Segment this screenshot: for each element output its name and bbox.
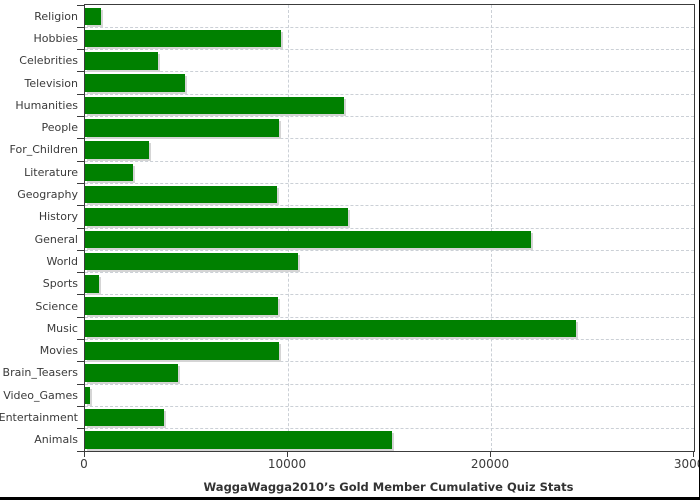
plot-area: [84, 4, 695, 452]
y-axis-tick: [77, 205, 84, 207]
y-axis-tick: [77, 339, 84, 340]
y-axis-tick: [77, 4, 84, 6]
horizontal-gridline: [85, 361, 694, 363]
category-label: Video_Games: [3, 388, 78, 402]
y-axis-tick: [77, 93, 84, 95]
horizontal-gridline: [85, 26, 694, 28]
horizontal-gridline: [85, 116, 694, 117]
y-axis-tick: [77, 26, 84, 28]
bar-history: [85, 208, 348, 226]
y-axis-tick: [77, 361, 84, 363]
x-tick-label: 10000: [267, 457, 307, 471]
bar-people: [85, 119, 280, 137]
category-label: World: [46, 254, 78, 268]
category-label: Animals: [34, 433, 78, 447]
bar-literature: [85, 163, 134, 182]
category-label: Brain_Teasers: [2, 366, 78, 380]
x-axis-tick: [490, 452, 491, 457]
bar-entertainment: [85, 408, 164, 427]
horizontal-gridline: [85, 294, 694, 296]
horizontal-gridline: [85, 160, 694, 162]
bar-video_games: [85, 386, 90, 405]
category-label: For_Children: [9, 143, 78, 157]
bar-music: [85, 319, 577, 338]
bar-brain_teasers: [85, 364, 178, 382]
category-label: General: [34, 232, 78, 246]
bar-movies: [85, 342, 280, 360]
horizontal-gridline: [85, 339, 694, 340]
horizontal-gridline: [85, 428, 694, 430]
y-axis-tick: [77, 294, 84, 296]
category-label: Geography: [17, 188, 78, 202]
horizontal-gridline: [85, 182, 694, 184]
category-label: Television: [24, 76, 79, 90]
x-axis-tick: [287, 452, 288, 457]
x-axis-tick: [693, 452, 694, 457]
x-axis-title: WaggaWagga2010’s Gold Member Cumulative …: [203, 480, 574, 494]
bar-celebrities: [85, 52, 159, 70]
category-label: Humanities: [15, 98, 78, 112]
y-axis-tick: [77, 227, 84, 229]
category-label: Literature: [24, 165, 78, 179]
horizontal-gridline: [85, 205, 694, 207]
x-axis-tick: [84, 452, 85, 457]
y-axis-tick: [77, 49, 84, 51]
bar-humanities: [85, 96, 345, 115]
category-label: Religion: [34, 9, 78, 23]
bar-general: [85, 230, 531, 248]
bar-television: [85, 74, 186, 92]
y-axis-tick: [77, 182, 84, 184]
y-axis-tick: [77, 71, 84, 73]
y-axis-tick: [77, 316, 84, 318]
bar-sports: [85, 275, 99, 293]
horizontal-gridline: [85, 71, 694, 73]
category-label: People: [41, 121, 78, 135]
bar-hobbies: [85, 29, 282, 48]
y-axis-tick: [77, 450, 84, 452]
bar-animals: [85, 431, 392, 449]
horizontal-gridline: [85, 316, 694, 318]
horizontal-gridline: [85, 49, 694, 51]
y-axis-tick: [77, 272, 84, 274]
y-axis-tick: [77, 405, 84, 407]
category-label: Celebrities: [19, 54, 78, 68]
y-axis-tick: [77, 160, 84, 162]
category-label: Science: [35, 299, 78, 313]
window-edge-bottom: [0, 497, 700, 500]
horizontal-gridline: [85, 405, 694, 407]
y-axis-tick: [77, 138, 84, 140]
horizontal-gridline: [85, 93, 694, 95]
category-label: Movies: [39, 344, 78, 358]
y-axis-tick: [77, 383, 84, 385]
horizontal-gridline: [85, 249, 694, 251]
bar-religion: [85, 7, 102, 25]
category-label: History: [38, 210, 78, 224]
category-label: Hobbies: [33, 31, 78, 45]
horizontal-gridline: [85, 383, 694, 385]
horizontal-gridline: [85, 138, 694, 140]
y-axis-tick: [77, 249, 84, 251]
x-tick-label: 0: [80, 457, 88, 471]
category-label: Sports: [42, 277, 78, 291]
y-axis-tick: [77, 428, 84, 430]
bar-geography: [85, 185, 278, 204]
bar-world: [85, 252, 298, 271]
x-tick-label: 20000: [470, 457, 510, 471]
category-label: Entertainment: [0, 411, 78, 425]
bar-science: [85, 297, 279, 315]
y-axis-tick: [77, 116, 84, 117]
category-label: Music: [46, 321, 78, 335]
horizontal-gridline: [85, 272, 694, 274]
horizontal-gridline: [85, 227, 694, 229]
bar-for_children: [85, 141, 149, 159]
x-tick-label: 30000: [673, 457, 700, 471]
